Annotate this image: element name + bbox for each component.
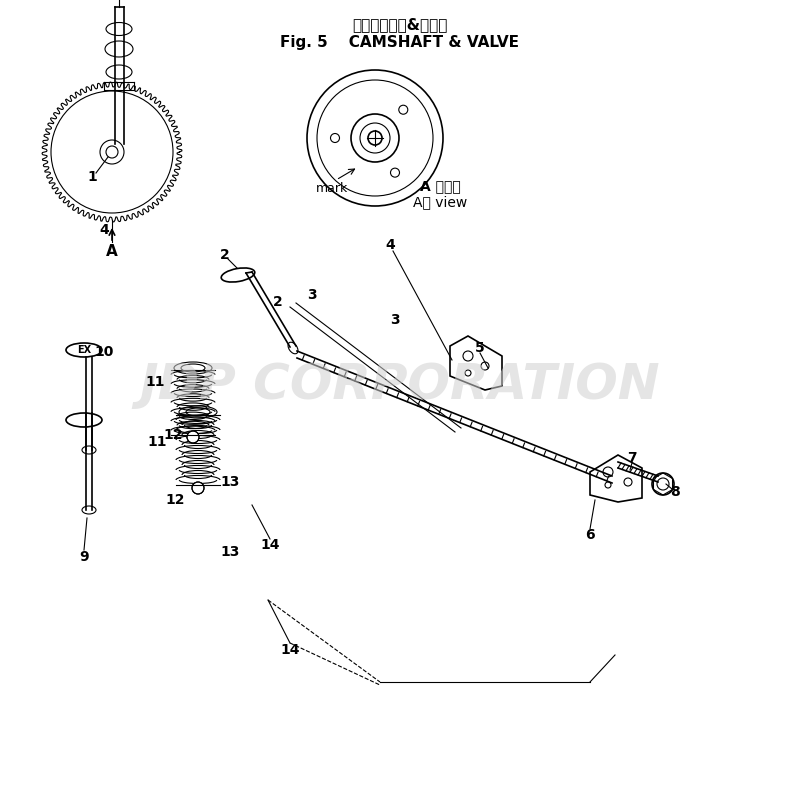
Text: 2: 2 [220, 248, 230, 262]
Text: 7: 7 [627, 451, 637, 465]
Text: 13: 13 [220, 545, 240, 559]
Text: 3: 3 [307, 288, 317, 302]
Text: 8: 8 [670, 485, 680, 499]
Text: 11: 11 [147, 435, 166, 449]
Text: 6: 6 [585, 528, 595, 542]
Text: 9: 9 [79, 550, 89, 564]
Circle shape [187, 431, 199, 443]
Text: Fig. 5    CAMSHAFT & VALVE: Fig. 5 CAMSHAFT & VALVE [281, 34, 519, 50]
Text: 12: 12 [166, 493, 185, 507]
Text: 5: 5 [475, 341, 485, 355]
Text: カムシャフト&バルブ: カムシャフト&バルブ [352, 18, 448, 33]
Text: 14: 14 [260, 538, 280, 552]
Text: A－ view: A－ view [413, 195, 467, 209]
Circle shape [192, 482, 204, 494]
Text: 4: 4 [99, 223, 109, 237]
Text: 10: 10 [94, 345, 114, 359]
Text: EX: EX [77, 345, 91, 355]
Text: 1: 1 [87, 170, 97, 184]
Text: mark: mark [316, 182, 348, 194]
Text: 13: 13 [220, 475, 240, 489]
Text: A 矢視図: A 矢視図 [420, 179, 460, 193]
Text: 14: 14 [280, 643, 300, 657]
Circle shape [106, 146, 118, 158]
Text: 11: 11 [146, 375, 165, 389]
Text: 4: 4 [385, 238, 395, 252]
Text: A: A [106, 243, 118, 258]
Text: 12: 12 [163, 428, 182, 442]
Text: 3: 3 [390, 313, 400, 327]
Circle shape [368, 131, 382, 145]
Text: JDP CORPORATION: JDP CORPORATION [140, 361, 660, 409]
Text: 2: 2 [273, 295, 283, 309]
